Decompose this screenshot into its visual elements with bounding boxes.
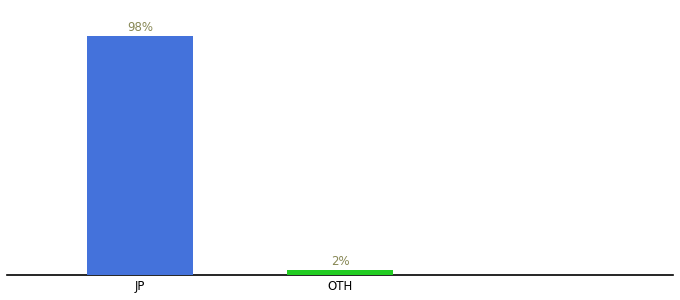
Text: 2%: 2% [330, 255, 350, 268]
Text: 98%: 98% [127, 21, 153, 34]
Bar [287, 270, 393, 274]
Bar [87, 36, 193, 274]
